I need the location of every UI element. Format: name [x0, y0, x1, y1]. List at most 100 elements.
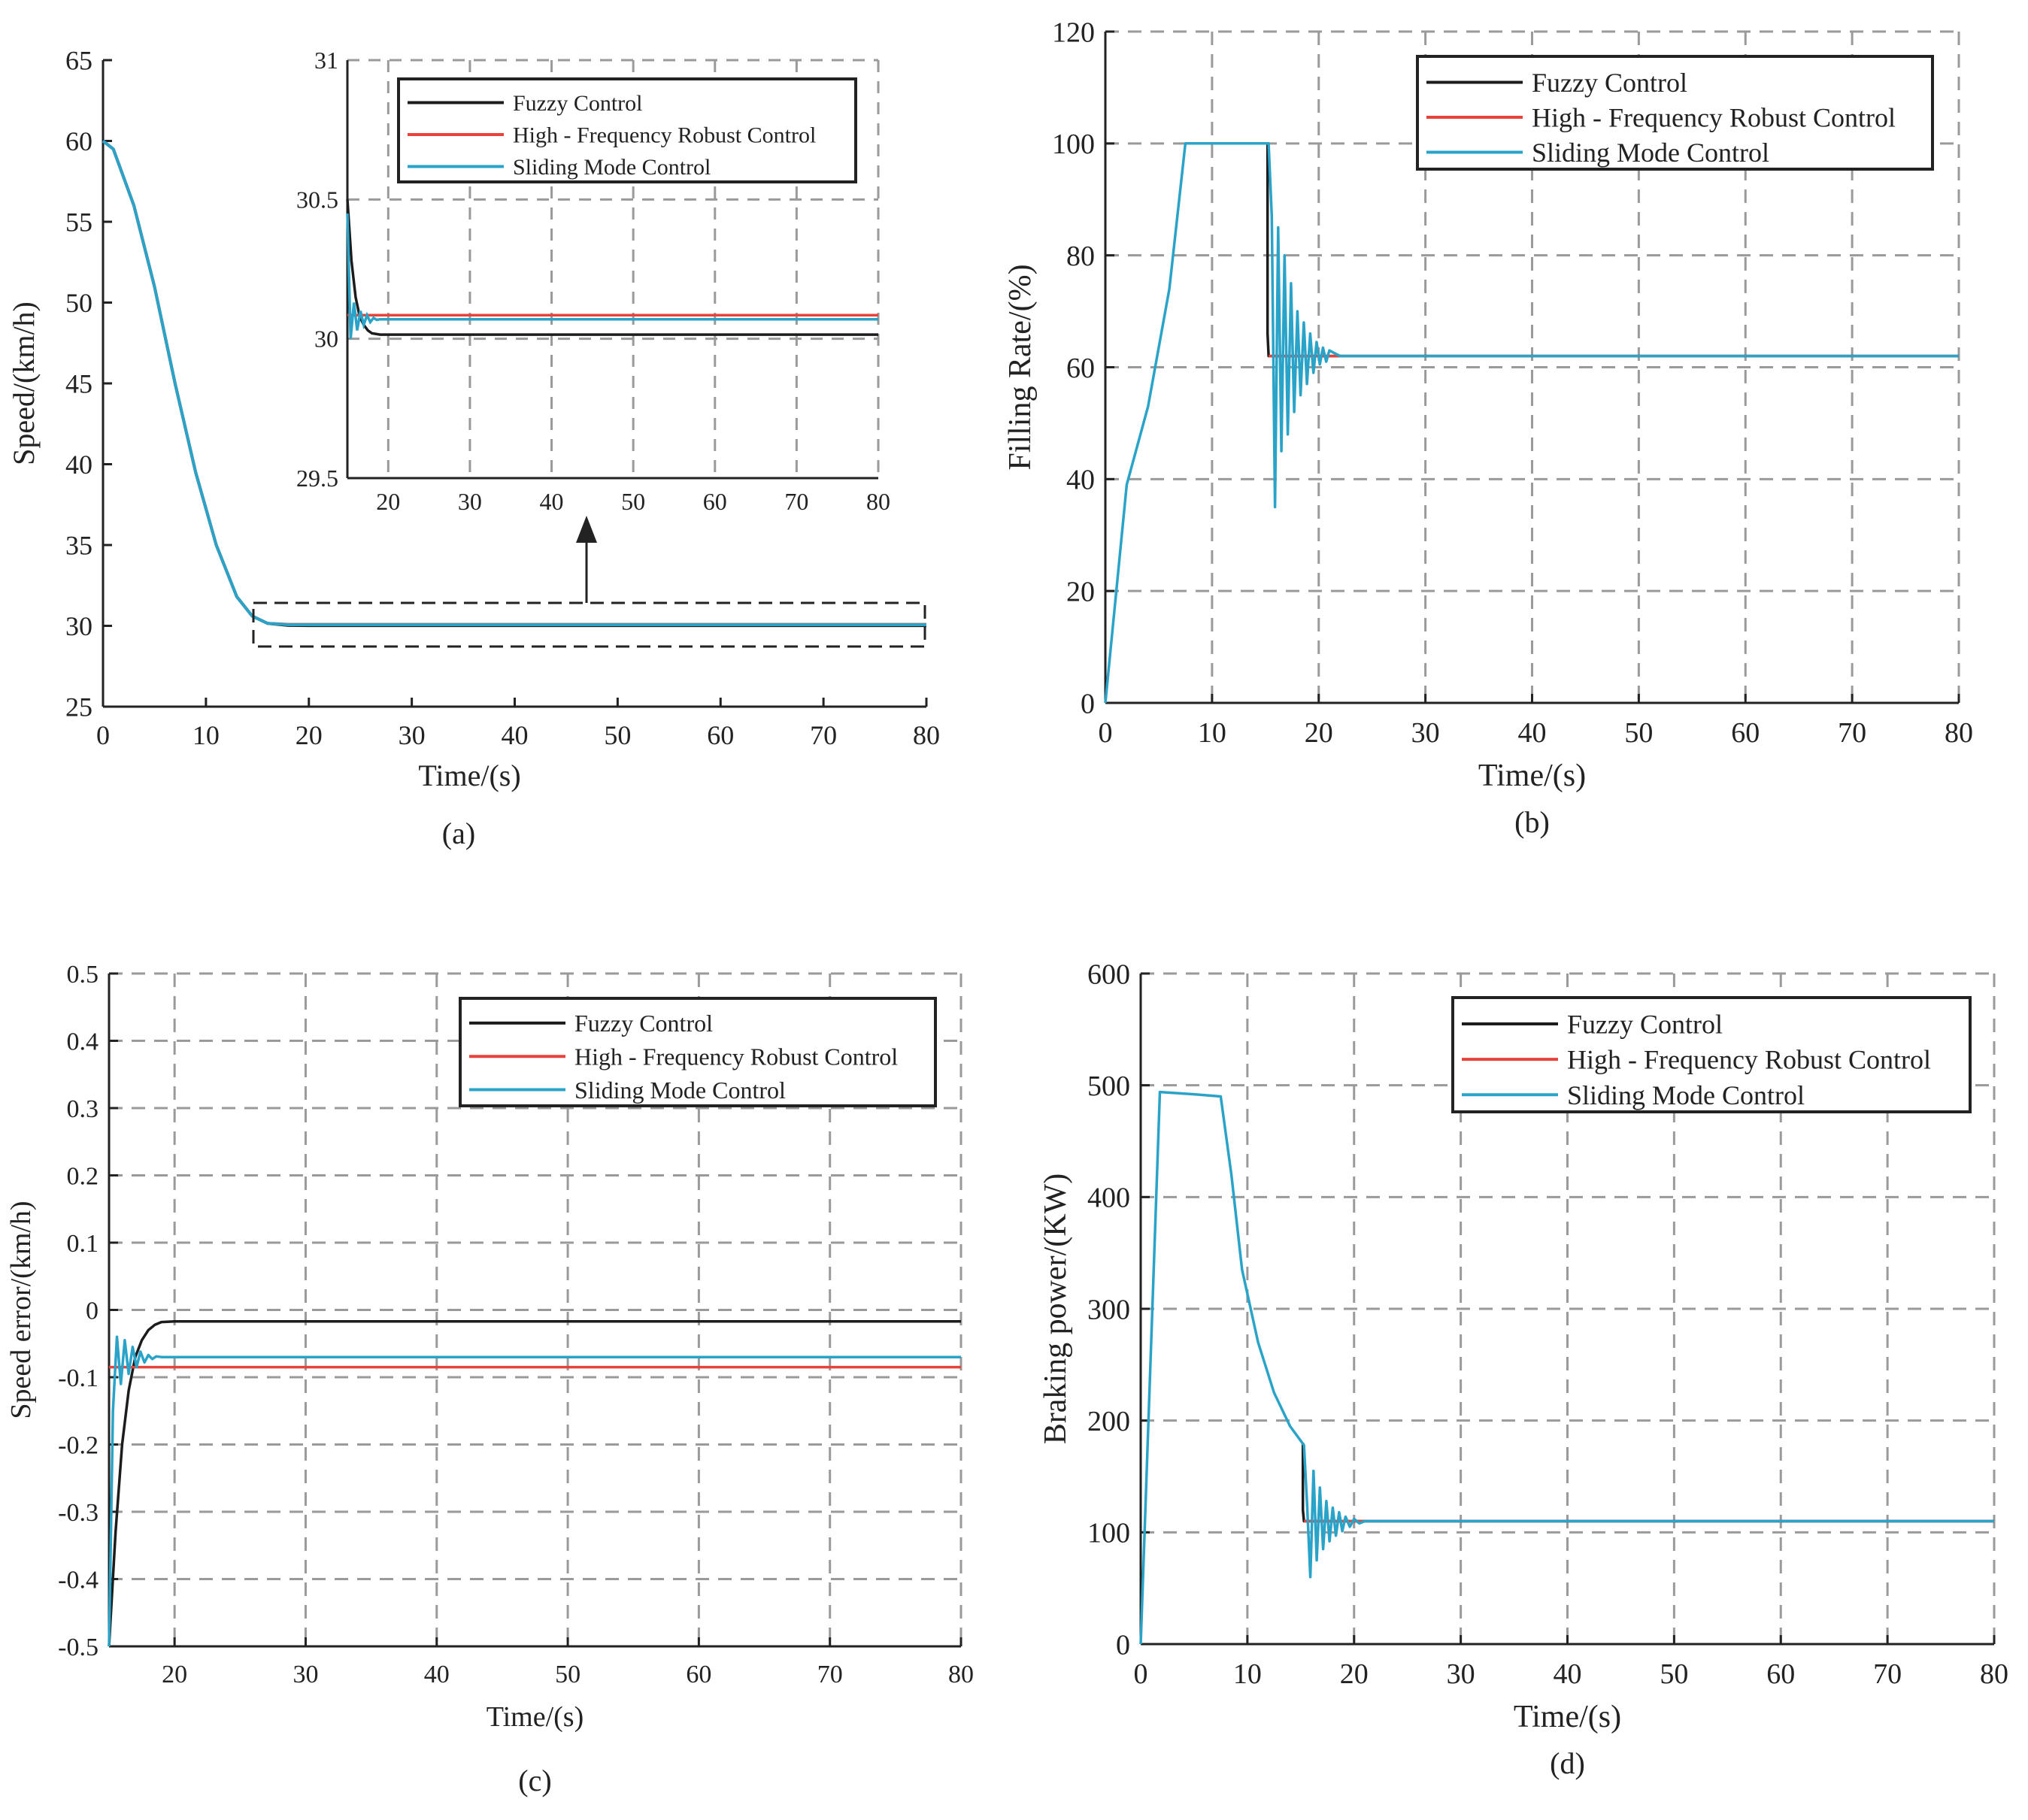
legend-sliding-mode-control: Sliding Mode Control	[513, 155, 711, 180]
inset-y-tick-label: 31	[314, 47, 338, 74]
legend-box	[1416, 55, 1934, 171]
x-tick-label: 80	[948, 1661, 974, 1688]
y-tick-label: 25	[65, 692, 92, 722]
y-tick-label: 400	[1087, 1183, 1130, 1214]
inset-x-tick-label: 70	[784, 488, 808, 515]
y-axis-title: Filling Rate/(%)	[1003, 264, 1038, 470]
x-axis-title: Time/(s)	[1514, 1700, 1621, 1734]
legend-sliding-mode-control: Sliding Mode Control	[1567, 1080, 1805, 1110]
y-tick-label: -0.2	[58, 1431, 99, 1459]
x-tick-label: 50	[604, 720, 631, 750]
y-tick-label: 100	[1052, 129, 1095, 160]
y-tick-label: 30	[65, 611, 92, 641]
x-tick-label: 20	[1305, 717, 1333, 749]
legend-sliding-mode-control: Sliding Mode Control	[574, 1077, 786, 1104]
inset-x-tick-label: 50	[621, 488, 645, 515]
inset-x-tick-label: 20	[376, 488, 400, 515]
inset-line-fuzzy-control	[346, 199, 878, 336]
y-tick-label: 0.5	[67, 961, 99, 989]
x-tick-label: 40	[502, 720, 529, 750]
panel-caption: (d)	[1550, 1746, 1585, 1780]
panel-a-speed: 0 10 20 30 40 50 60 70 80 25 30 35 40 45 50 55 60 65 Time/…	[7, 46, 940, 850]
inset-y-tick-label: 30.5	[296, 186, 338, 213]
x-tick-label: 80	[1980, 1658, 2008, 1690]
x-tick-label: 60	[1766, 1658, 1795, 1690]
series-line-sliding-mode-control	[108, 1335, 961, 1647]
y-tick-label: 0	[86, 1297, 99, 1325]
x-tick-label: 40	[1518, 717, 1547, 749]
y-tick-label: 0.3	[67, 1095, 99, 1123]
y-tick-label: 35	[65, 531, 92, 561]
y-tick-label: -0.3	[58, 1499, 99, 1527]
legend-fuzzy-control: Fuzzy Control	[1567, 1010, 1723, 1040]
legend-fuzzy-control: Fuzzy Control	[1532, 68, 1687, 98]
panel-caption: (c)	[518, 1764, 551, 1797]
panel-c-speed-error: 20 30 40 50 60 70 80 -0.5 -0.4 -0.3 -0.2 -0.1 0 0.1 0.…	[5, 961, 974, 1797]
x-tick-label: 30	[293, 1661, 318, 1688]
x-tick-label: 40	[424, 1661, 450, 1688]
y-tick-label: -0.4	[58, 1566, 99, 1594]
series-line-fuzzy-control	[108, 1319, 961, 1647]
y-tick-label: 100	[1087, 1518, 1130, 1549]
panel-d-braking-power: 0 10 20 30 40 50 60 70 80 0 100 200 300 400 500 600 Time…	[1038, 958, 2008, 1780]
x-axis-title: Time/(s)	[1478, 759, 1586, 793]
y-tick-label: 40	[1066, 465, 1095, 496]
inset-plot: 20 30 40 50 60 70 80 29.5 30 30.5 31 Fuzzy Control H…	[296, 47, 890, 515]
y-tick-label: -0.1	[58, 1364, 99, 1392]
y-tick-label: 500	[1087, 1070, 1130, 1102]
legend-box	[1451, 996, 1972, 1113]
x-tick-label: 0	[1134, 1658, 1148, 1690]
x-tick-label: 70	[810, 720, 837, 750]
y-tick-label: -0.5	[58, 1634, 99, 1661]
y-tick-label: 600	[1087, 958, 1130, 990]
series-line-sliding-mode-control	[1139, 1090, 1994, 1645]
x-tick-label: 0	[96, 720, 110, 750]
panel-b-filling-rate: 0 10 20 30 40 50 60 70 80 0 20 40 60 80 100 120 Time/(s)…	[1003, 17, 1973, 839]
x-tick-label: 70	[1838, 717, 1866, 749]
legend-box	[459, 997, 937, 1107]
y-tick-label: 60	[65, 126, 92, 156]
x-tick-label: 10	[192, 720, 220, 750]
x-tick-label: 30	[1411, 717, 1440, 749]
legend-sliding-mode-control: Sliding Mode Control	[1532, 138, 1769, 168]
y-tick-label: 55	[65, 207, 92, 238]
x-axis-title: Time/(s)	[487, 1701, 584, 1733]
inset-y-tick-label: 30	[314, 326, 338, 353]
panel-caption: (a)	[442, 816, 475, 850]
x-tick-label: 20	[296, 720, 323, 750]
legend-high-frequency-robust-control: High - Frequency Robust Control	[1532, 103, 1896, 133]
y-tick-label: 0.2	[67, 1162, 99, 1190]
y-tick-label: 45	[65, 369, 92, 399]
y-tick-label: 300	[1087, 1294, 1130, 1325]
inset-x-tick-label: 60	[703, 488, 727, 515]
x-tick-label: 70	[817, 1661, 843, 1688]
y-axis-title: Braking power/(KW)	[1038, 1173, 1073, 1444]
x-tick-label: 50	[1624, 717, 1653, 749]
legend-fuzzy-control: Fuzzy Control	[513, 91, 643, 116]
y-tick-label: 20	[1066, 576, 1095, 607]
x-tick-label: 20	[162, 1661, 187, 1688]
y-axis-title: Speed error/(km/h)	[5, 1201, 37, 1419]
y-tick-label: 80	[1066, 241, 1095, 272]
y-tick-label: 65	[65, 46, 92, 76]
inset-x-tick-label: 80	[866, 488, 890, 515]
y-tick-label: 40	[65, 450, 92, 480]
series-line-sliding-mode-control	[102, 139, 926, 626]
y-tick-label: 60	[1066, 353, 1095, 384]
legend-high-frequency-robust-control: High - Frequency Robust Control	[574, 1043, 898, 1070]
x-tick-label: 50	[1660, 1658, 1688, 1690]
x-tick-label: 30	[1447, 1658, 1475, 1690]
x-tick-label: 50	[555, 1661, 581, 1688]
x-tick-label: 80	[1945, 717, 1973, 749]
y-tick-label: 200	[1087, 1406, 1130, 1437]
inset-y-tick-label: 29.5	[296, 465, 338, 492]
inset-x-tick-label: 30	[458, 488, 482, 515]
legend-high-frequency-robust-control: High - Frequency Robust Control	[1567, 1045, 1931, 1075]
series-line-sliding-mode-control	[1104, 142, 1959, 704]
y-tick-label: 50	[65, 288, 92, 318]
zoom-arrow-head	[576, 516, 597, 543]
inset-line-sliding-mode-control	[346, 213, 878, 339]
legend-box	[397, 77, 857, 183]
x-tick-label: 60	[707, 720, 734, 750]
